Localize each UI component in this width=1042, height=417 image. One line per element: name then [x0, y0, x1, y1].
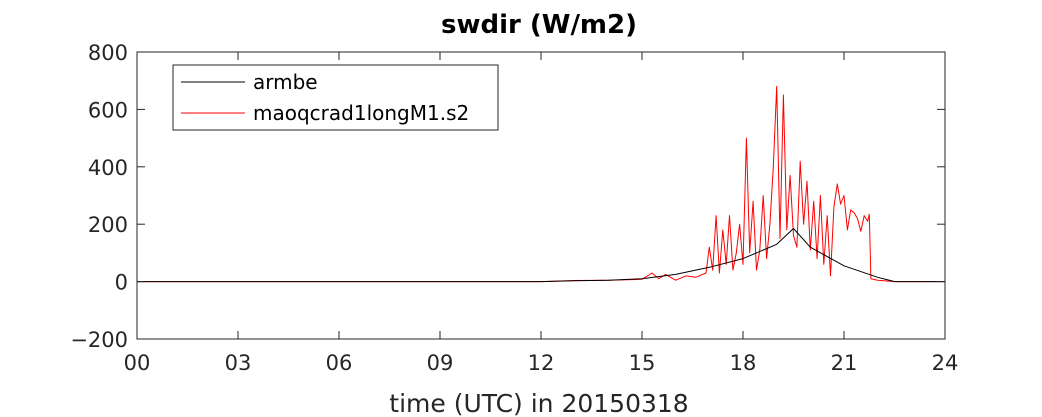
legend-label: armbe — [253, 70, 318, 94]
x-tick-label: 00 — [124, 351, 151, 375]
x-tick-label: 06 — [326, 351, 353, 375]
legend-box — [172, 64, 499, 131]
chart-title: swdir (W/m2) — [441, 10, 637, 40]
x-tick-label: 24 — [932, 351, 959, 375]
y-tick-label: 400 — [88, 156, 128, 180]
series-line-maoqcrad1longM1.s2 — [137, 85, 945, 283]
x-tick-label: 12 — [528, 351, 555, 375]
series-line-armbe — [137, 228, 945, 283]
legend-label: maoqcrad1longM1.s2 — [253, 101, 469, 125]
legend: armbe maoqcrad1longM1.s2 — [172, 64, 499, 131]
x-tick-label: 18 — [730, 351, 757, 375]
x-tick-label: 03 — [225, 351, 252, 375]
x-tick-label: 15 — [629, 351, 656, 375]
y-tick-label: 200 — [88, 213, 128, 237]
x-axis-label: time (UTC) in 20150318 — [389, 389, 688, 417]
series-layer — [137, 85, 945, 283]
y-tick-label: −200 — [70, 328, 128, 352]
x-tick-label: 21 — [831, 351, 858, 375]
y-tick-label: 600 — [88, 98, 128, 122]
y-tick-label: 800 — [88, 41, 128, 65]
x-tick-label: 09 — [427, 351, 454, 375]
ticks-layer: 00 03 06 09 12 15 18 21 24 −200 0 200 400 600 800 — [70, 41, 958, 375]
y-tick-label: 0 — [115, 271, 128, 295]
